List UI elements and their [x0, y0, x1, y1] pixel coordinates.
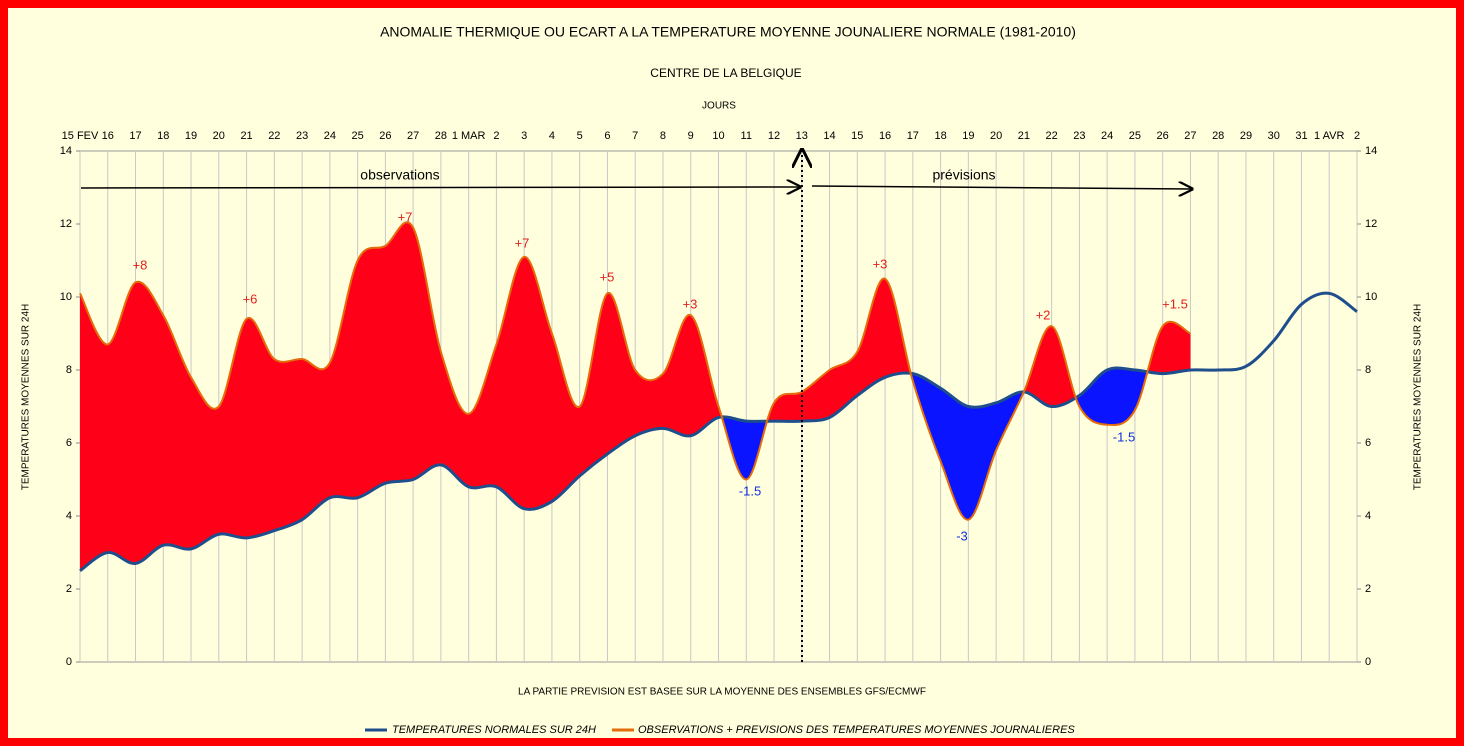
forecast-arrow — [811, 186, 1192, 189]
y-tick-label: 12 — [60, 218, 72, 230]
y2-tick-label: 0 — [1365, 656, 1371, 668]
x-tick-label: 6 — [604, 130, 610, 142]
annotation: +7 — [515, 235, 530, 250]
chart-subtitle: CENTRE DE LA BELGIQUE — [650, 66, 801, 80]
x-tick-label: 17 — [907, 130, 919, 142]
x-tick-label: 8 — [660, 130, 666, 142]
x-tick-label: 12 — [768, 130, 780, 142]
y-tick-label: 8 — [66, 364, 72, 376]
series-line — [79, 221, 1191, 521]
x-tick-label: 17 — [129, 130, 141, 142]
x-tick-label: 11 — [741, 130, 752, 142]
y-tick-label: 4 — [66, 510, 72, 522]
x-axis-label: JOURS — [702, 101, 736, 112]
x-tick-label: 19 — [962, 130, 974, 142]
x-tick-label: 23 — [296, 130, 308, 142]
annotation: -3 — [956, 528, 968, 543]
x-tick-label: 1 MAR — [452, 130, 486, 142]
x-tick-label: 18 — [157, 130, 169, 142]
x-tick-label: 10 — [712, 130, 724, 142]
x-tick-label: 22 — [1046, 130, 1058, 142]
x-tick-label: 15 FEV — [62, 130, 99, 142]
y-tick-label: 6 — [66, 437, 72, 449]
annotation: +8 — [133, 257, 148, 272]
x-tick-label: 25 — [351, 130, 363, 142]
y-tick-label: 14 — [60, 145, 72, 157]
y2-tick-label: 8 — [1365, 364, 1371, 376]
y2-tick-label: 2 — [1365, 583, 1371, 595]
x-tick-label: 2 — [493, 130, 499, 142]
x-tick-label: 23 — [1073, 130, 1085, 142]
x-tick-label: 2 — [1354, 130, 1360, 142]
x-tick-label: 28 — [435, 130, 447, 142]
annotation: -1.5 — [739, 483, 761, 498]
phase-label: prévisions — [932, 167, 995, 183]
legend-label: OBSERVATIONS + PREVISIONS DES TEMPERATUR… — [638, 724, 1075, 736]
y-tick-label: 10 — [60, 291, 72, 303]
x-tick-label: 21 — [1018, 130, 1030, 142]
annotation: +7 — [398, 209, 413, 224]
annotation: +2 — [1036, 307, 1051, 322]
x-tick-label: 5 — [577, 130, 583, 142]
x-tick-label: 20 — [213, 130, 225, 142]
legend-label: TEMPERATURES NORMALES SUR 24H — [392, 724, 596, 736]
x-tick-label: 26 — [379, 130, 391, 142]
chart-title: ANOMALIE THERMIQUE OU ECART A LA TEMPERA… — [380, 24, 1076, 40]
y2-axis-label: TEMPERATURES MOYENNES SUR 24H — [1413, 304, 1424, 491]
y2-tick-label: 4 — [1365, 510, 1371, 522]
y2-tick-label: 12 — [1365, 218, 1377, 230]
phase-label: observations — [360, 167, 439, 183]
x-tick-label: 15 — [851, 130, 863, 142]
x-tick-label: 28 — [1212, 130, 1224, 142]
x-tick-label: 29 — [1240, 130, 1252, 142]
x-tick-label: 24 — [1101, 130, 1113, 142]
x-tick-label: 27 — [1184, 130, 1196, 142]
x-tick-label: 19 — [185, 130, 197, 142]
x-tick-label: 30 — [1268, 130, 1280, 142]
annotation: +5 — [600, 269, 615, 284]
annotation: +3 — [683, 296, 698, 311]
overlay: observations prévisions — [80, 150, 1192, 662]
x-tick-label: 21 — [240, 130, 252, 142]
series-line — [79, 291, 1358, 573]
y-tick-label: 0 — [66, 656, 72, 668]
x-tick-label: 24 — [324, 130, 336, 142]
x-tick-label: 22 — [268, 130, 280, 142]
x-tick-label: 9 — [688, 130, 694, 142]
annotation: -1.5 — [1113, 429, 1135, 444]
y2-tick-label: 6 — [1365, 437, 1371, 449]
x-tick-label: 3 — [521, 130, 527, 142]
y2-tick-label: 10 — [1365, 291, 1377, 303]
observations-arrow — [80, 187, 800, 188]
annotation: +1.5 — [1162, 296, 1188, 311]
x-tick-label: 13 — [796, 130, 808, 142]
anomaly-above — [80, 222, 1191, 571]
x-tick-label: 20 — [990, 130, 1002, 142]
x-tick-label: 25 — [1129, 130, 1141, 142]
x-tick-label: 27 — [407, 130, 419, 142]
x-tick-label: 16 — [102, 130, 114, 142]
x-tick-label: 7 — [632, 130, 638, 142]
x-tick-label: 1 AVR — [1314, 130, 1344, 142]
y-tick-label: 2 — [66, 583, 72, 595]
x-tick-label: 26 — [1157, 130, 1169, 142]
y2-tick-label: 14 — [1365, 145, 1377, 157]
x-tick-label: 31 — [1295, 130, 1307, 142]
annotation: +3 — [873, 256, 888, 271]
footnote: LA PARTIE PREVISION EST BASEE SUR LA MOY… — [518, 687, 926, 698]
y-axis-label: TEMPERATURES MOYENNES SUR 24H — [21, 304, 32, 491]
x-tick-label: 4 — [549, 130, 555, 142]
annotation: +6 — [243, 291, 258, 306]
x-tick-label: 16 — [879, 130, 891, 142]
plot-area: 15 FEV 16 17 18 19 20 21 22 23 24 25 26 27 28 1 MAR 2 3 4… — [60, 130, 1378, 668]
x-tick-label: 18 — [934, 130, 946, 142]
x-tick-label: 14 — [823, 130, 835, 142]
